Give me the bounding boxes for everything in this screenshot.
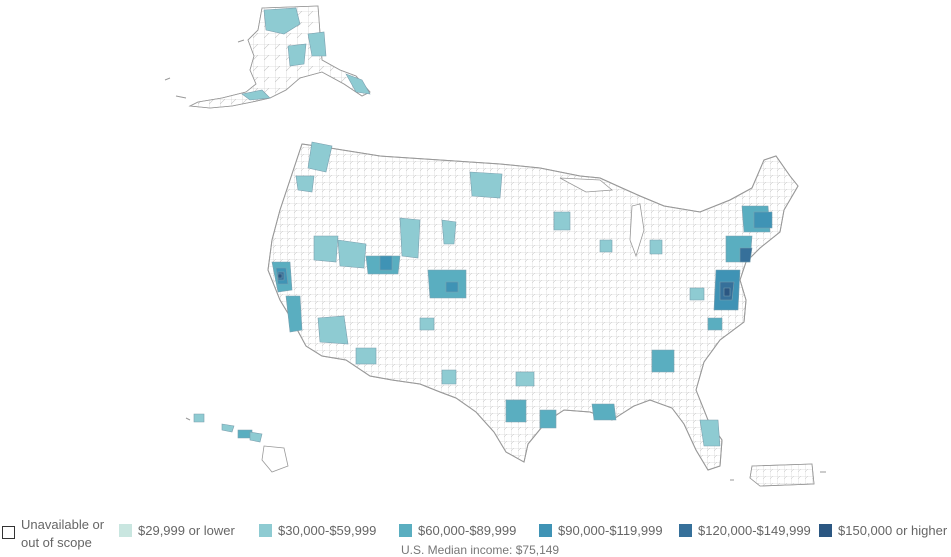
legend-label: Unavailable or out of scope: [21, 517, 105, 550]
contiguous-us-region[interactable]: [267, 141, 799, 471]
legend-item-tier3: $60,000-$89,999: [399, 523, 516, 538]
county-shape[interactable]: [193, 413, 205, 423]
county-shape[interactable]: [313, 235, 339, 263]
county-shape[interactable]: [337, 239, 367, 269]
legend-item-tier6: $150,000 or higher: [819, 523, 947, 538]
puerto-rico-region[interactable]: [730, 463, 826, 487]
county-shape[interactable]: [469, 171, 503, 199]
income-legend: Unavailable or out of scope $29,999 or l…: [0, 514, 951, 555]
legend-swatch: [2, 526, 15, 539]
county-shape[interactable]: [221, 423, 235, 433]
county-shape[interactable]: [599, 239, 613, 253]
legend-label: $150,000 or higher: [838, 523, 948, 538]
county-shape[interactable]: [441, 219, 457, 245]
county-shape[interactable]: [317, 315, 349, 345]
county-shape[interactable]: [753, 211, 773, 229]
legend-item-tier5: $120,000-$149,999: [679, 523, 811, 538]
legend-swatch: [539, 524, 552, 537]
median-income-note: U.S. Median income: $75,149: [401, 543, 560, 557]
legend-swatch: [819, 524, 832, 537]
county-shape[interactable]: [723, 287, 731, 297]
county-shape[interactable]: [355, 347, 377, 365]
county-shape[interactable]: [419, 317, 435, 331]
county-shape[interactable]: [539, 409, 557, 429]
county-shape[interactable]: [651, 349, 675, 373]
county-shape[interactable]: [241, 89, 271, 101]
county-shape[interactable]: [505, 399, 527, 423]
alaska-region[interactable]: [164, 5, 371, 109]
county-shape[interactable]: [345, 73, 371, 95]
county-shape[interactable]: [287, 43, 307, 67]
legend-swatch: [119, 524, 132, 537]
county-shape[interactable]: [591, 403, 617, 421]
county-shape[interactable]: [649, 239, 663, 255]
county-shape[interactable]: [307, 31, 327, 57]
legend-swatch: [399, 524, 412, 537]
legend-swatch: [259, 524, 272, 537]
legend-label: $30,000-$59,999: [278, 523, 377, 538]
legend-label: $29,999 or lower: [138, 523, 235, 538]
county-shape[interactable]: [445, 281, 459, 293]
legend-item-tier1: $29,999 or lower: [119, 523, 235, 538]
county-shape[interactable]: [707, 317, 723, 331]
county-income-map[interactable]: [0, 0, 951, 510]
county-shape[interactable]: [515, 371, 535, 387]
county-shape[interactable]: [553, 211, 571, 231]
legend-swatch: [679, 524, 692, 537]
legend-label: $60,000-$89,999: [418, 523, 517, 538]
county-shape[interactable]: [285, 295, 303, 333]
county-shape[interactable]: [277, 273, 283, 279]
county-shape[interactable]: [441, 369, 457, 385]
county-shape[interactable]: [699, 419, 721, 447]
legend-item-tier4: $90,000-$119,999: [539, 523, 663, 538]
county-shape[interactable]: [307, 141, 333, 173]
legend-item-unavailable: Unavailable or out of scope: [2, 516, 107, 552]
county-shape[interactable]: [263, 7, 301, 35]
legend-item-tier2: $30,000-$59,999: [259, 523, 376, 538]
county-shape[interactable]: [399, 217, 421, 259]
county-shape[interactable]: [295, 175, 315, 193]
legend-label: $120,000-$149,999: [698, 523, 811, 538]
hawaii-region[interactable]: [185, 413, 289, 473]
county-shape[interactable]: [379, 255, 393, 271]
legend-label: $90,000-$119,999: [558, 523, 663, 538]
county-shape[interactable]: [739, 247, 753, 263]
county-shape[interactable]: [249, 431, 263, 443]
county-shape[interactable]: [689, 287, 705, 301]
